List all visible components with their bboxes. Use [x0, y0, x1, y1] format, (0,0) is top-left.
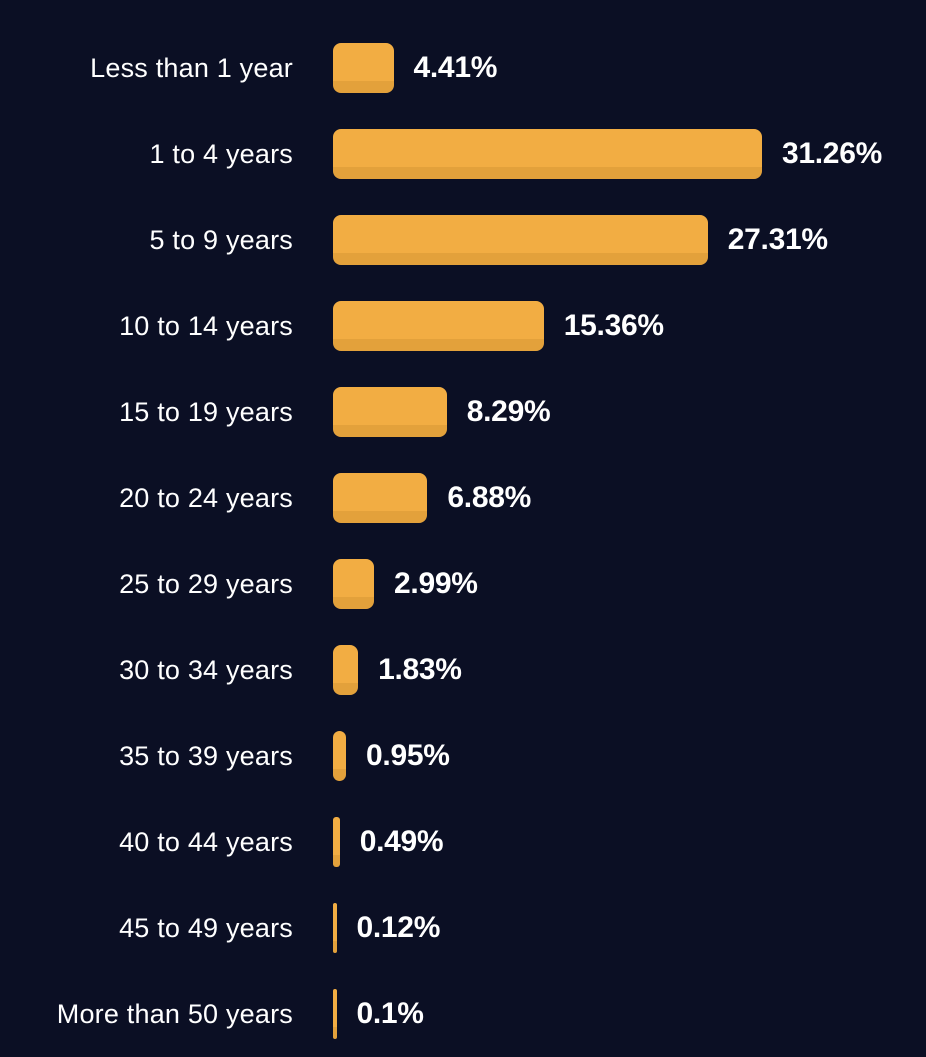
- bar-track: 27.31%: [333, 215, 926, 265]
- value-label: 0.49%: [359, 825, 444, 858]
- bar-track: 2.99%: [333, 559, 926, 609]
- bar[interactable]: [333, 473, 428, 523]
- category-label: More than 50 years: [56, 998, 293, 1029]
- value-label: 31.26%: [782, 137, 882, 170]
- chart-row: 20 to 24 years 6.88%: [0, 455, 926, 541]
- category-label: 40 to 44 years: [119, 826, 293, 857]
- category-label: 35 to 39 years: [119, 740, 293, 771]
- category-label: 5 to 9 years: [149, 224, 293, 255]
- chart-row: 15 to 19 years 8.29%: [0, 369, 926, 455]
- category-label: 15 to 19 years: [119, 396, 293, 427]
- bar-track: 0.95%: [333, 731, 926, 781]
- value-label: 27.31%: [727, 223, 828, 256]
- category-label: Less than 1 year: [90, 52, 293, 83]
- value-label: 4.41%: [413, 51, 498, 84]
- value-label: 15.36%: [563, 309, 664, 342]
- bar-track: 4.41%: [333, 43, 926, 93]
- bar[interactable]: [333, 645, 359, 695]
- bar[interactable]: [333, 43, 394, 93]
- value-label: 6.88%: [447, 481, 531, 514]
- bar-track: 1.83%: [333, 645, 926, 695]
- bar[interactable]: [333, 301, 544, 351]
- category-label: 20 to 24 years: [119, 482, 293, 513]
- value-label: 0.12%: [356, 911, 441, 944]
- chart-row: 40 to 44 years 0.49%: [0, 799, 926, 885]
- chart-row: 5 to 9 years 27.31%: [0, 197, 926, 283]
- bar-track: 6.88%: [333, 473, 926, 523]
- value-label: 2.99%: [394, 567, 478, 600]
- category-label: 25 to 29 years: [119, 568, 293, 599]
- bar[interactable]: [333, 817, 340, 867]
- chart-row: Less than 1 year 4.41%: [0, 25, 926, 111]
- category-label: 10 to 14 years: [119, 310, 293, 341]
- category-label: 1 to 4 years: [149, 138, 293, 169]
- chart-row: 30 to 34 years 1.83%: [0, 627, 926, 713]
- chart-row: 10 to 14 years 15.36%: [0, 283, 926, 369]
- bar[interactable]: [333, 129, 762, 179]
- bar[interactable]: [333, 559, 375, 609]
- bar[interactable]: [333, 903, 337, 953]
- bar-track: 15.36%: [333, 301, 926, 351]
- bar-track: 0.1%: [333, 989, 926, 1039]
- category-label: 30 to 34 years: [119, 654, 293, 685]
- chart-row: 1 to 4 years 31.26%: [0, 111, 926, 197]
- bar[interactable]: [333, 387, 447, 437]
- chart-row: 45 to 49 years 0.12%: [0, 885, 926, 971]
- value-label: 0.95%: [366, 739, 450, 772]
- bar-track: 0.49%: [333, 817, 926, 867]
- chart-row: 25 to 29 years 2.99%: [0, 541, 926, 627]
- chart-row: More than 50 years 0.1%: [0, 971, 926, 1057]
- value-label: 8.29%: [466, 395, 551, 428]
- category-label: 45 to 49 years: [119, 912, 293, 943]
- value-label: 0.1%: [356, 997, 424, 1030]
- bar[interactable]: [333, 215, 708, 265]
- bar-track: 0.12%: [333, 903, 926, 953]
- bar[interactable]: [333, 731, 347, 781]
- bar-track: 8.29%: [333, 387, 926, 437]
- bar[interactable]: [333, 989, 337, 1039]
- bar-track: 31.26%: [333, 129, 926, 179]
- chart-row: 35 to 39 years 0.95%: [0, 713, 926, 799]
- value-label: 1.83%: [378, 653, 462, 686]
